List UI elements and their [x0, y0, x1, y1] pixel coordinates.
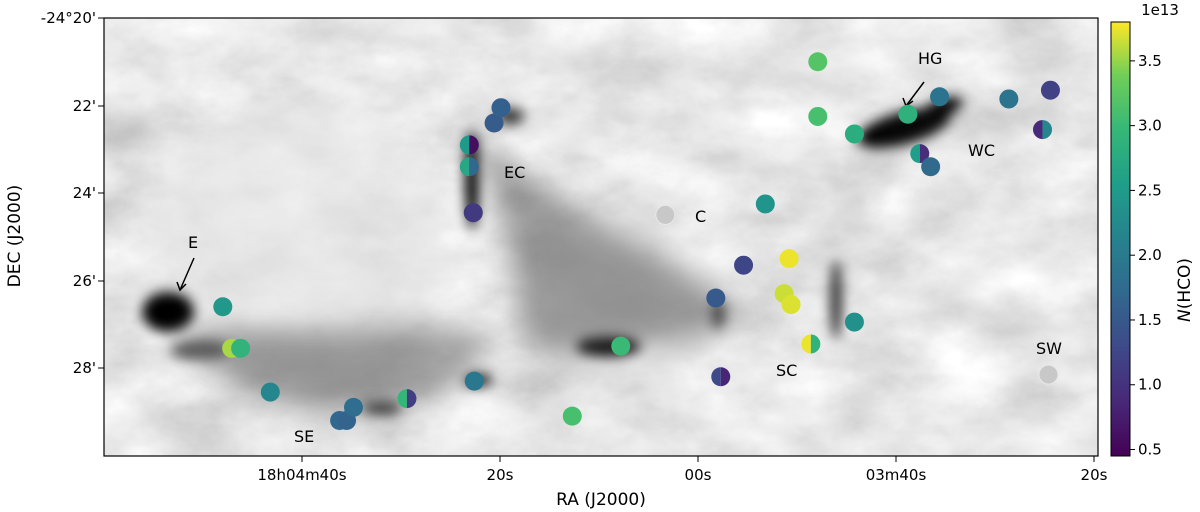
colorbar-tick-label-3: 2.0	[1138, 246, 1162, 264]
colorbar-label: N(HCO)	[1175, 258, 1195, 322]
y-tick-label-4: 28'	[73, 359, 96, 377]
data-point-23	[781, 295, 801, 315]
data-point-10-right-half	[469, 157, 479, 177]
colorbar-tick-label-0: 0.5	[1138, 441, 1162, 459]
data-point-14	[562, 406, 582, 426]
colorbar: 1e13 0.5 1.0 1.5 2.0 2.5 3.0 3.5 N(HCO)	[1110, 1, 1195, 459]
data-point-34-right-half	[1042, 120, 1053, 140]
data-point-17	[706, 288, 726, 308]
data-point-26	[808, 106, 828, 126]
data-point-12	[484, 113, 504, 133]
data-point-25	[808, 52, 828, 72]
data-point-32	[930, 87, 950, 107]
region-label-hg: HG	[918, 49, 942, 68]
arrow-hg	[905, 81, 925, 107]
colorbar-gradient	[1110, 21, 1131, 457]
data-point-24-right-half	[810, 334, 821, 354]
region-label-e: E	[188, 233, 198, 252]
plot-frame	[103, 17, 1099, 457]
data-point-34-left-half	[1033, 120, 1043, 140]
x-axis-label: RA (J2000)	[556, 490, 646, 510]
x-tick-label-1: 20s	[487, 466, 514, 484]
y-axis-label: DEC (J2000)	[5, 185, 25, 288]
region-label-sc: SC	[776, 361, 797, 380]
data-point-18-left-half	[711, 367, 721, 387]
arrow-e-head	[176, 281, 187, 292]
data-point-2	[231, 338, 251, 358]
data-point-0	[213, 297, 233, 317]
background-map	[104, 18, 1098, 456]
x-axis: 18h04m40s 20s 00s 03m40s 20s RA (J2000)	[257, 456, 1108, 510]
data-point-11	[463, 203, 483, 223]
colorbar-label-n: N	[1175, 309, 1195, 322]
y-tick-label-0: -24°20'	[41, 9, 96, 27]
data-point-35	[1040, 80, 1060, 100]
colorbar-tick-label-1: 1.0	[1138, 376, 1162, 394]
data-point-19	[734, 255, 754, 275]
colorbar-tick-label-2: 1.5	[1138, 311, 1162, 329]
data-point-33	[999, 89, 1019, 109]
colorbar-ticks: 0.5 1.0 1.5 2.0 2.5 3.0 3.5	[1130, 52, 1162, 459]
data-point-9-left-half	[459, 135, 470, 155]
data-point-13	[491, 98, 511, 118]
data-point-3	[260, 382, 280, 402]
data-point-9-right-half	[469, 135, 479, 155]
data-point-15	[611, 336, 631, 356]
y-tick-label-2: 24'	[73, 184, 96, 202]
colorbar-tick-label-4: 2.5	[1138, 181, 1162, 199]
data-point-28	[844, 124, 864, 144]
data-point-27	[844, 312, 864, 332]
data-point-16-no-detection	[655, 204, 676, 225]
x-tick-label-2: 00s	[685, 466, 712, 484]
data-point-24-left-half	[801, 334, 811, 354]
y-tick-label-3: 26'	[73, 272, 96, 290]
x-tick-label-0: 18h04m40s	[257, 466, 346, 484]
data-point-7-right-half	[406, 389, 417, 409]
region-label-c: C	[695, 207, 706, 226]
scatter-points	[213, 52, 1060, 430]
data-point-10-left-half	[459, 157, 470, 177]
data-point-20	[755, 194, 775, 214]
colorbar-exponent-label: 1e13	[1141, 1, 1179, 19]
data-point-22	[779, 249, 799, 269]
y-tick-label-1: 22'	[73, 97, 96, 115]
data-point-31	[921, 157, 941, 177]
data-point-36-no-detection	[1038, 364, 1059, 385]
region-labels: HG WC EC C E SC SW SE	[176, 49, 1062, 446]
arrow-e	[179, 257, 195, 291]
data-point-7-left-half	[397, 389, 407, 409]
data-point-29	[898, 104, 918, 124]
data-point-8	[464, 371, 484, 391]
region-label-se: SE	[294, 427, 314, 446]
region-label-wc: WC	[968, 141, 995, 160]
colorbar-tick-label-6: 3.5	[1138, 52, 1162, 70]
x-tick-label-4: 20s	[1081, 466, 1108, 484]
data-point-18-right-half	[720, 367, 731, 387]
colorbar-label-rest: (HCO)	[1175, 258, 1195, 309]
data-point-30-left-half	[910, 144, 920, 164]
x-tick-label-3: 03m40s	[866, 466, 927, 484]
data-point-6	[343, 397, 363, 417]
y-axis: -24°20' 22' 24' 26' 28' DEC (J2000)	[5, 9, 104, 377]
colorbar-tick-label-5: 3.0	[1138, 117, 1162, 135]
region-label-ec: EC	[504, 163, 525, 182]
region-label-sw: SW	[1036, 339, 1062, 358]
